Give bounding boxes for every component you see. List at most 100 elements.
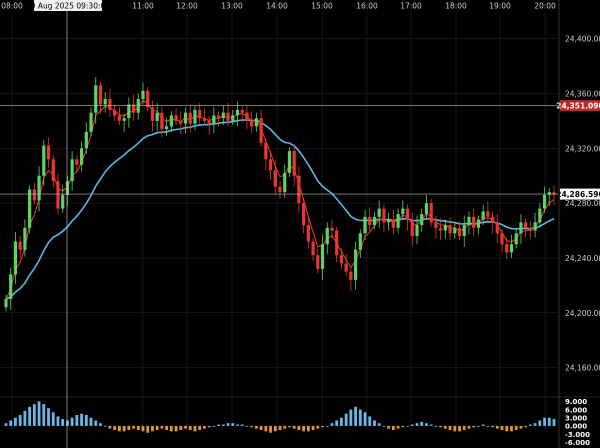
candle-body [481,211,485,220]
candle-body [547,192,551,195]
slow-moving-average-line [5,119,555,300]
oscillator-bar [14,417,17,426]
crosshair-time-box [34,0,102,11]
oscillator-bar [401,425,405,428]
oscillator-bar [330,423,334,426]
oscillator-bar [188,425,192,430]
oscillator-bar [302,425,306,432]
oscillator-bar [510,425,513,432]
oscillator-bar [99,423,102,426]
price-tick-label: 24,400.000 [565,35,600,44]
time-tick-label: 20:00 [534,2,556,11]
oscillator-bar [467,425,471,429]
oscillator-bar [354,406,357,426]
oscillator-bar [198,425,202,430]
candle-body [4,299,8,308]
price-tick-label: 24,320.000 [565,144,600,153]
candle-body [250,120,254,127]
candle-body [415,225,419,237]
time-tick-label: 17:00 [400,2,422,11]
candle-body [94,85,98,113]
candle-body [51,159,55,182]
candle-body [363,216,367,234]
candle-body [287,151,292,173]
oscillator-bar [212,425,216,427]
oscillator-bar [316,425,320,429]
oscillator-bar [439,425,443,428]
candle-body [84,131,88,149]
oscillator-bar [240,424,244,426]
time-tick-label: 12:00 [176,2,198,11]
candle-body [273,170,277,187]
oscillator-bar [169,425,173,432]
candle-body [382,208,386,223]
candle-body [486,211,490,217]
candle-body [448,225,452,234]
oscillator-bar [122,425,126,432]
price-level-badge [560,188,600,200]
candle-body [42,145,46,176]
oscillator-bar [184,425,187,429]
candle-body [467,216,471,226]
candle-body [509,244,514,253]
oscillator-bar [406,425,409,427]
candle-body [264,142,268,160]
candle-body [514,233,518,245]
oscillator-tick-label: 3.000 [565,415,587,423]
candle-body [254,118,258,127]
oscillator-bar [477,425,480,427]
oscillator-bar [80,413,83,426]
candle-body [377,208,381,217]
candle-body [212,115,216,124]
candle-body [98,85,103,105]
candle-body [476,219,481,228]
oscillator-bar [37,401,41,426]
price-level-label: 24,286.590 [556,190,600,199]
oscillator-bar [61,419,65,426]
oscillator-bar [127,425,131,430]
oscillator-bar [117,425,121,432]
oscillator-bar [297,425,301,430]
oscillator-bar [23,410,27,426]
time-tick-label: 14:00 [266,2,288,11]
candle-body [245,112,249,121]
oscillator-bar [288,425,291,428]
candle-body [344,263,348,272]
price-axis: 24,400.000 24,360.000 24,320.000 24,280.000… [558,0,600,448]
candle-body [372,216,377,226]
oscillator-bar [141,425,145,432]
candle-body [490,216,495,223]
candle-body [434,222,438,228]
candle-body [240,109,244,113]
oscillator-bar [552,419,556,426]
candle-body [198,109,202,119]
oscillator-bar [51,412,55,426]
oscillator-bar [533,423,537,426]
oscillator-bar [269,425,272,433]
oscillator-bar [226,423,230,426]
moving-averages [5,99,555,300]
oscillator-tick-label: 6.000 [565,406,587,414]
price-markers: 24,351.090 24,286.590 [0,100,600,200]
candle-body [306,225,310,242]
oscillator-bar [103,425,107,427]
oscillator-bar [264,425,268,432]
crosshair-time-label: 20 Aug 2025 09:30:00 [26,2,110,11]
oscillator-bar [519,425,523,429]
candle-body [127,104,131,119]
oscillator-bar [344,413,348,426]
price-tick-label: 24,360.000 [565,89,600,98]
oscillator-bar [538,420,542,426]
oscillator-bar [311,425,315,430]
oscillator-bar [89,417,93,426]
candle-body [396,214,400,228]
candle-body [268,159,273,171]
oscillator-bar [28,406,32,426]
candle-body [420,214,424,226]
price-level-label: 24,351.090 [556,102,600,111]
oscillator-bar [160,425,164,429]
candle-body [462,225,466,237]
oscillator-bar [273,425,277,432]
